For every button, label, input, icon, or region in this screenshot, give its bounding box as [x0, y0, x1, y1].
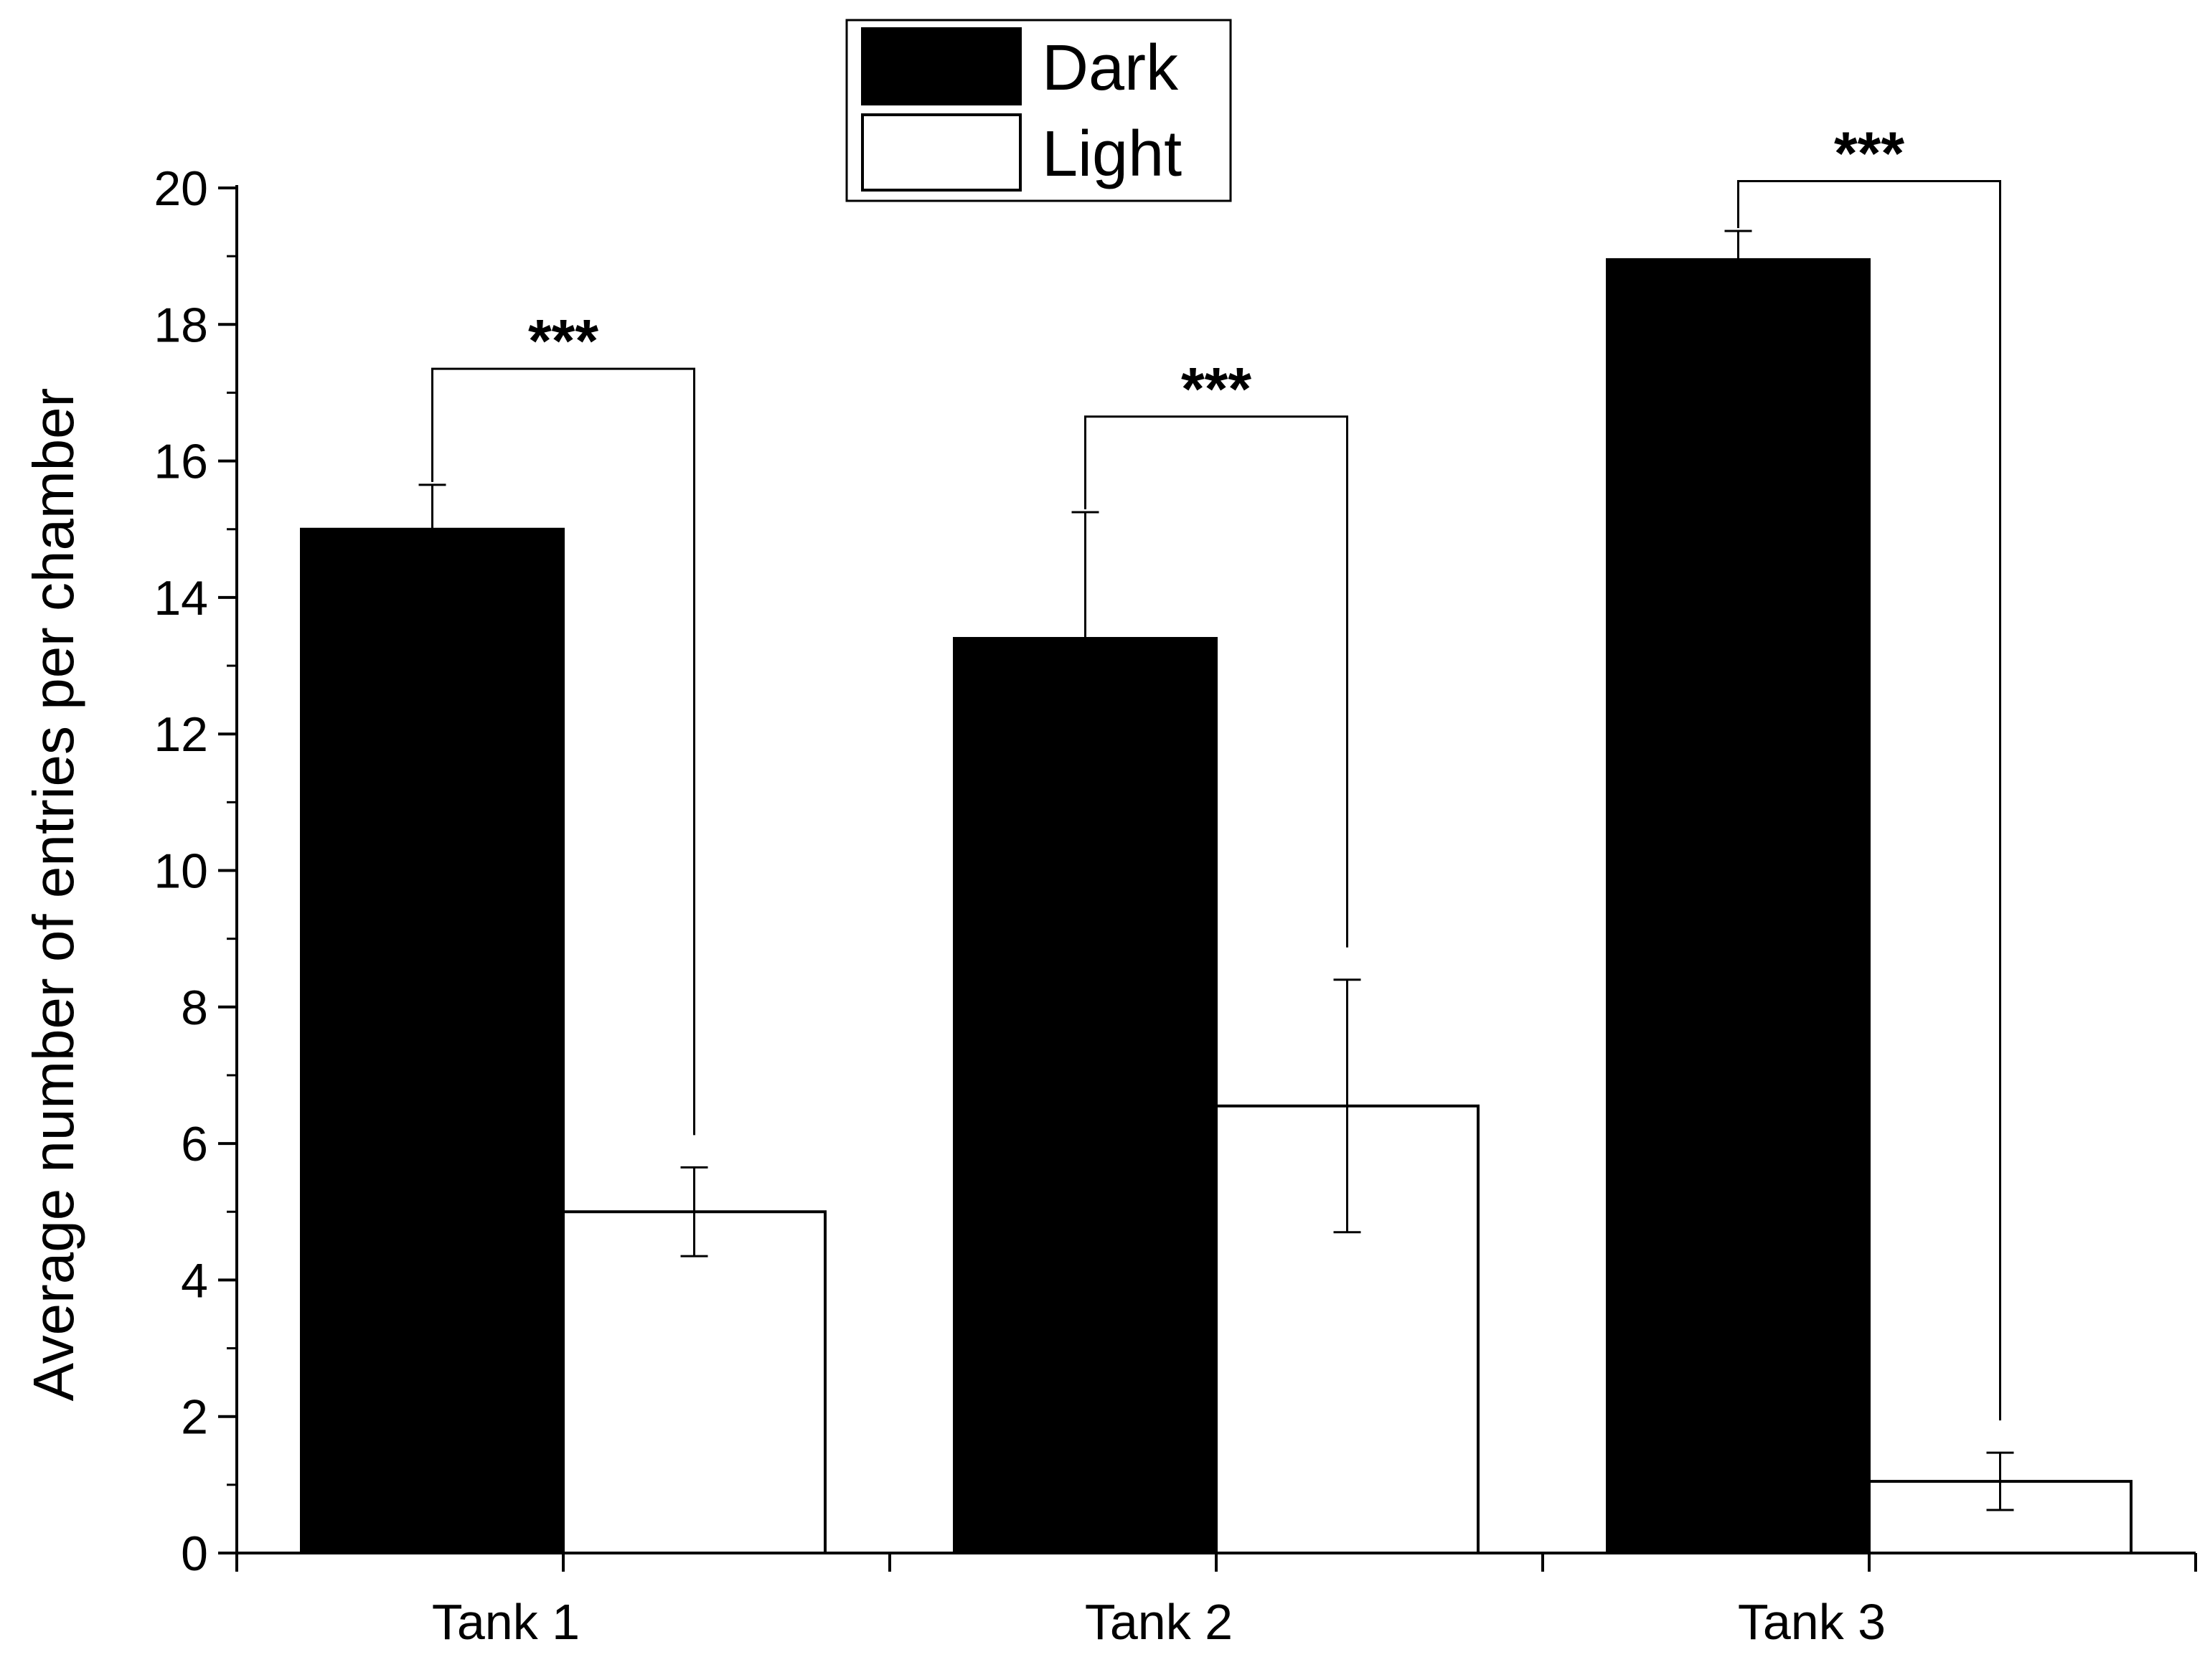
significance-label-1: ***: [528, 307, 598, 374]
significance-bracket-1: [431, 367, 695, 1136]
legend-label-dark: Dark: [1042, 32, 1179, 104]
bar-dark-2: [953, 636, 1218, 1554]
x-category-label-3: Tank 3: [1738, 1594, 1886, 1650]
y-tick-label-14: 14: [154, 571, 208, 626]
legend-swatch-light: [861, 113, 1022, 192]
error-bars-group: [418, 230, 2014, 1511]
significance-group: *** *** ***: [431, 119, 2001, 1421]
legend: Dark Light: [845, 19, 1232, 202]
y-tick-label-2: 2: [181, 1390, 208, 1445]
significance-bracket-3: [1737, 179, 2001, 1421]
legend-swatch-dark: [861, 27, 1022, 105]
y-tick-label-0: 0: [181, 1526, 208, 1581]
bar-light-1: [562, 1210, 827, 1554]
y-tick-label-12: 12: [154, 707, 208, 762]
significance-label-2: ***: [1181, 355, 1251, 423]
bar-dark-1: [300, 527, 565, 1554]
y-tick-label-6: 6: [181, 1117, 208, 1171]
axes-group: 0 2 4 6 8 10 12 14 16 18 20 Tank 1 Tank 2 Tank 3: [154, 161, 2197, 1650]
y-tick-label-8: 8: [181, 981, 208, 1035]
y-tick-label-18: 18: [154, 298, 208, 352]
y-tick-label-10: 10: [154, 844, 208, 899]
y-tick-label-4: 4: [181, 1253, 208, 1308]
bars-group: [300, 258, 2133, 1555]
bar-dark-3: [1606, 258, 1871, 1555]
y-tick-label-20: 20: [154, 161, 208, 216]
x-category-label-2: Tank 2: [1085, 1594, 1233, 1650]
x-category-label-1: Tank 1: [432, 1594, 580, 1650]
significance-label-3: ***: [1834, 119, 1904, 187]
y-axis-title: Average number of entries per chamber: [22, 388, 85, 1402]
y-tick-label-16: 16: [154, 435, 208, 489]
significance-bracket-2: [1084, 415, 1348, 948]
legend-label-light: Light: [1042, 118, 1182, 190]
